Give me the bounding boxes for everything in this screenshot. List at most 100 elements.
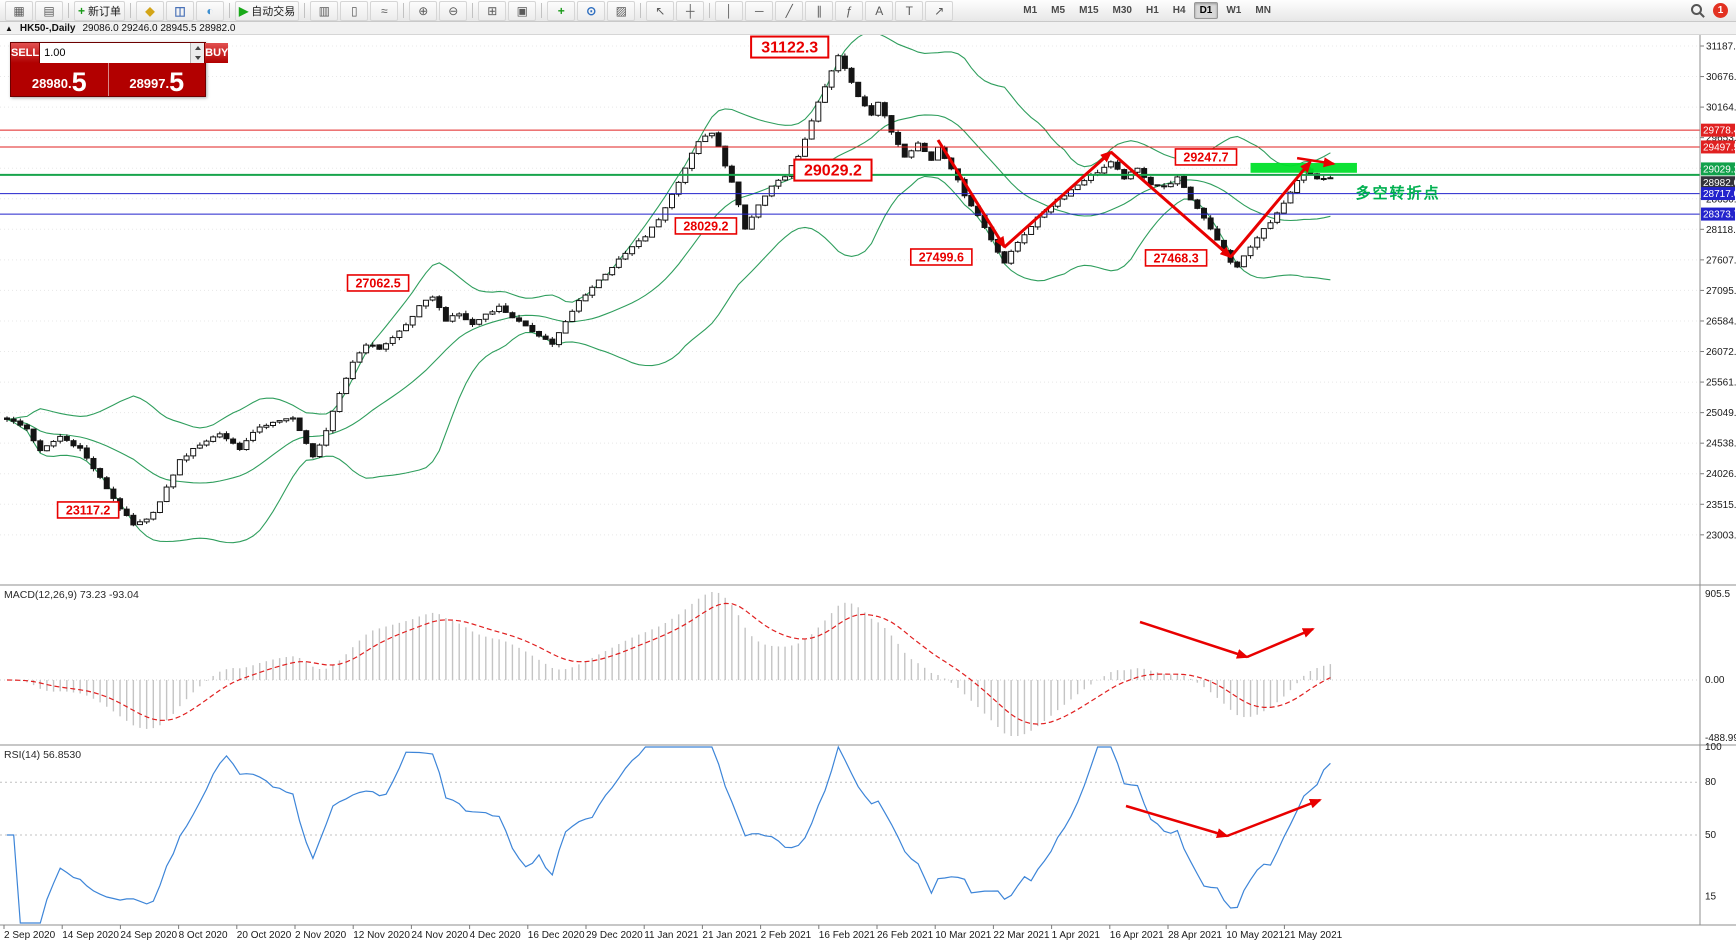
price-annotation[interactable]: 29029.2: [793, 158, 873, 182]
candlestick-mode-button[interactable]: ▯: [340, 0, 369, 21]
rsi-line: [7, 745, 1331, 924]
time-axis-label: 4 Dec 2020: [470, 930, 522, 941]
trend-arrow[interactable]: [1109, 150, 1233, 259]
timeframe-m30-button[interactable]: M30: [1112, 5, 1132, 16]
indicators-icon: +: [557, 3, 565, 18]
arrows-tool-button[interactable]: ↗: [925, 0, 954, 21]
vertical-line-tool-button[interactable]: │: [715, 0, 744, 21]
navigator-button[interactable]: ◐: [196, 0, 225, 21]
macd-trend-arrow[interactable]: [1246, 627, 1315, 659]
templates-icon: ▨: [615, 3, 627, 18]
cursor-button[interactable]: ↖: [646, 0, 675, 21]
turning-point-note[interactable]: 多空转折点: [1356, 184, 1441, 202]
new-order-button[interactable]: + 新订单: [74, 0, 126, 21]
timeframe-h1-button[interactable]: H1: [1145, 5, 1159, 16]
timeframe-mn-button[interactable]: MN: [1255, 5, 1271, 16]
fibonacci-tool-button[interactable]: ƒ: [835, 0, 864, 21]
new-order-icon: +: [78, 3, 86, 18]
timeframe-h4-button[interactable]: H4: [1172, 5, 1186, 16]
trend-arrow[interactable]: [1229, 160, 1312, 258]
auto-trading-label: 自动交易: [251, 5, 296, 18]
horizontal-line-tool-button[interactable]: ─: [745, 0, 774, 21]
data-window-button[interactable]: ◫: [166, 0, 195, 21]
time-axis-label: 24 Nov 2020: [411, 930, 468, 941]
auto-trading-button[interactable]: ▶ 自动交易: [235, 0, 300, 21]
volume-increase-button[interactable]: [191, 43, 205, 53]
svg-text:29778.4: 29778.4: [1703, 126, 1736, 137]
trend-arrow[interactable]: [1003, 150, 1113, 249]
buy-price[interactable]: 28997. 5: [109, 63, 206, 96]
market-watch-button[interactable]: ◆: [136, 0, 165, 21]
bar-chart-mode-button[interactable]: ▥: [310, 0, 339, 21]
bollinger-middle[interactable]: [6, 114, 1331, 484]
trend-arrow[interactable]: [936, 139, 1006, 249]
buy-button[interactable]: BUY: [204, 43, 229, 63]
price-annotation[interactable]: 27499.6: [909, 248, 973, 266]
price-axis-marker: 29778.4: [1701, 123, 1736, 137]
sell-button[interactable]: SELL: [11, 43, 41, 63]
text-tool-button[interactable]: A: [865, 0, 894, 21]
time-axis-label: 12 Nov 2020: [353, 930, 410, 941]
text-tool-icon: A: [875, 3, 884, 18]
timeframe-w1-button[interactable]: W1: [1226, 5, 1242, 16]
price-annotation[interactable]: 31122.3: [750, 35, 830, 59]
time-axis-label: 8 Oct 2020: [179, 930, 228, 941]
price-annotation[interactable]: 29247.7: [1174, 148, 1238, 166]
price-annotation[interactable]: 27062.5: [346, 274, 410, 292]
rsi-scale-label: 15: [1705, 892, 1717, 903]
buy-price-pip: 5: [169, 67, 185, 98]
data-window-icon: ◫: [174, 3, 186, 18]
svg-text:23117.2: 23117.2: [66, 503, 111, 517]
tile-windows-button[interactable]: ⊞: [478, 0, 507, 21]
zoom-out-button[interactable]: ⊖: [439, 0, 468, 21]
mini-trend-arrow[interactable]: [1296, 156, 1336, 168]
bollinger-lower[interactable]: [6, 175, 1331, 544]
zoom-in-button[interactable]: ⊕: [409, 0, 438, 21]
svg-text:28029.2: 28029.2: [683, 219, 728, 233]
tile-windows-icon: ⊞: [487, 3, 498, 18]
toolbar-separator: [68, 3, 69, 18]
templates-button[interactable]: ▨: [607, 0, 636, 21]
periods-button[interactable]: ⊙: [577, 0, 606, 21]
macd-trend-arrow[interactable]: [1139, 620, 1249, 659]
label-tool-button[interactable]: T: [895, 0, 924, 21]
new-order-label: 新订单: [88, 5, 122, 18]
time-axis-label: 16 Dec 2020: [528, 930, 585, 941]
chart-ohlc-values: 29086.0 29246.0 28945.5 28982.0: [82, 22, 236, 34]
channel-tool-button[interactable]: ∥: [805, 0, 834, 21]
indicators-button[interactable]: +: [547, 0, 576, 21]
chart-profiles-button[interactable]: ▤: [35, 0, 63, 21]
price-axis-label: 24538.0: [1706, 439, 1736, 450]
market-watch-icon: ◆: [145, 3, 155, 18]
price-annotation[interactable]: 23117.2: [56, 501, 120, 519]
search-icon[interactable]: [1691, 3, 1705, 18]
timeframe-m5-button[interactable]: M5: [1051, 5, 1066, 16]
svg-text:27062.5: 27062.5: [355, 276, 400, 290]
toolbar-separator: [403, 3, 405, 18]
rsi-trend-arrow[interactable]: [1226, 798, 1322, 838]
crosshair-button[interactable]: ┼: [676, 0, 705, 21]
collapse-panel-arrow[interactable]: ▲: [5, 23, 13, 33]
line-chart-mode-button[interactable]: ≈: [370, 0, 399, 21]
timeframe-m15-button[interactable]: M15: [1079, 5, 1099, 16]
arrange-windows-button[interactable]: ▣: [508, 0, 537, 21]
volume-input[interactable]: [40, 43, 191, 63]
time-axis-label: 28 Apr 2021: [1168, 930, 1222, 941]
time-axis[interactable]: 2 Sep 2020 14 Sep 2020 24 Sep 2020 8 Oct 20…: [3, 925, 1343, 941]
timeframe-m1-button[interactable]: M1: [1023, 5, 1038, 16]
timeframe-d1-button[interactable]: D1: [1193, 2, 1219, 19]
new-chart-icon: ▦: [13, 3, 25, 18]
sell-price[interactable]: 28980. 5: [11, 63, 109, 96]
volume-decrease-button[interactable]: [191, 53, 205, 63]
notification-badge[interactable]: 1: [1713, 3, 1728, 18]
rsi-trend-arrow[interactable]: [1125, 804, 1229, 838]
trendline-tool-button[interactable]: ╱: [775, 0, 804, 21]
macd-scale-label: -488.99: [1705, 733, 1736, 744]
price-annotation[interactable]: 27468.3: [1144, 249, 1208, 267]
bollinger-upper[interactable]: [6, 31, 1331, 429]
chart-background[interactable]: [0, 35, 1736, 942]
new-chart-button[interactable]: ▦: [5, 0, 33, 21]
price-annotation[interactable]: 28029.2: [674, 217, 738, 235]
macd-signal-line: [6, 602, 1331, 725]
